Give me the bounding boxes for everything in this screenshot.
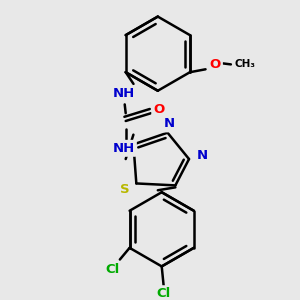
Text: O: O: [153, 103, 164, 116]
Text: CH₃: CH₃: [234, 59, 255, 69]
Text: N: N: [164, 117, 175, 130]
Text: NH: NH: [112, 87, 135, 100]
Text: N: N: [197, 148, 208, 162]
Text: Cl: Cl: [105, 263, 119, 276]
Text: NH: NH: [112, 142, 135, 155]
Text: S: S: [120, 183, 129, 196]
Text: Cl: Cl: [157, 287, 171, 300]
Text: O: O: [210, 58, 221, 71]
